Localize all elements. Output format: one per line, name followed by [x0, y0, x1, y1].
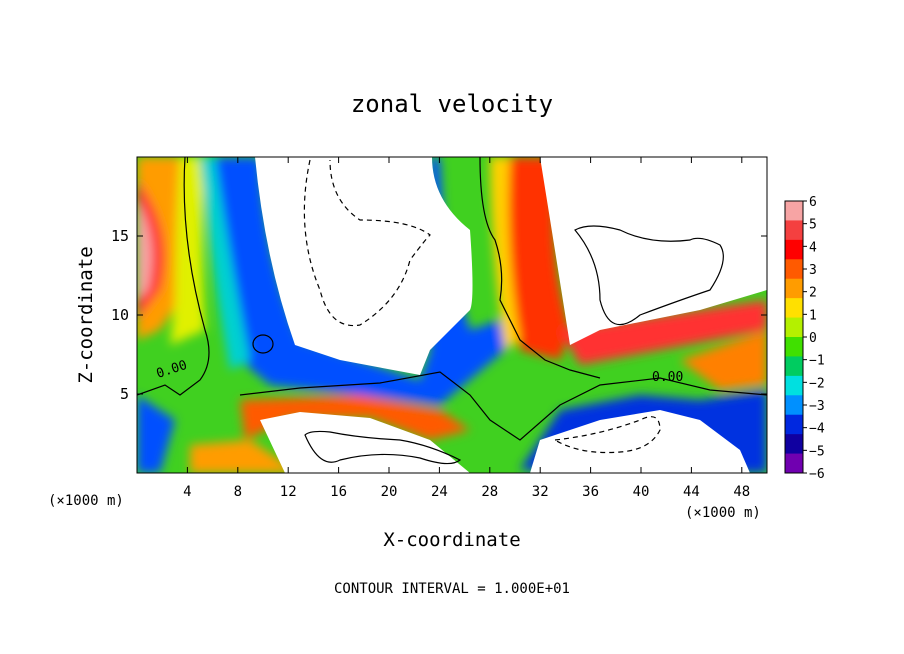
colorbar-tick-label: 5 [809, 218, 817, 233]
negative-contour-center [303, 159, 431, 327]
x-tick-label: 44 [683, 484, 700, 500]
contour-interval-note: CONTOUR INTERVAL = 1.000E+01 [334, 581, 570, 597]
x-axis-ticks: 4 8 12 16 20 24 28 32 36 40 44 48 [183, 157, 750, 500]
field-region-right-upper-red [560, 300, 767, 365]
colorbar-tick-label: −6 [809, 467, 825, 482]
colorbar-tick-label: −2 [809, 376, 825, 391]
zero-contour-upper [479, 157, 601, 379]
colorbar-tick-label: 3 [809, 263, 817, 278]
colorbar-swatch [785, 337, 803, 357]
y-tick-label: 15 [111, 227, 129, 245]
colorbar-tick-label: 1 [809, 308, 817, 323]
colorbar-tick-label: −4 [809, 422, 825, 437]
x-axis-label: X-coordinate [383, 529, 520, 551]
colorbar-tick-label: 4 [809, 240, 817, 255]
heatmap-field: 0.00 0.00 [137, 157, 767, 473]
colorbar-swatch [785, 356, 803, 377]
colorbar-swatch [785, 278, 803, 299]
contour-label-right: 0.00 [652, 370, 683, 385]
y-axis-label: Z-coordinate [75, 246, 97, 383]
colorbar-swatch [785, 414, 803, 435]
field-white-upper-right [540, 157, 767, 345]
colorbar-swatch [785, 395, 803, 416]
colorbar-tick-labels: 6 5 4 3 2 1 0 −1 −2 −3 −4 −5 −6 [803, 195, 825, 482]
x-tick-label: 36 [582, 484, 599, 500]
zero-contour-left [137, 157, 210, 396]
positive-contour-upper-right [574, 225, 724, 326]
y-tick-label: 5 [120, 385, 129, 403]
zero-contour-main [239, 371, 767, 441]
colorbar-tick-label: −5 [809, 444, 825, 459]
x-tick-label: 32 [532, 484, 549, 500]
negative-contour-lower-right [553, 416, 661, 454]
x-tick-label: 24 [431, 484, 448, 500]
colorbar-swatch [785, 239, 803, 260]
y-axis-ticks: 5 10 15 [111, 227, 767, 403]
colorbar-tick-label: 0 [809, 331, 817, 346]
field-region-left-pink [137, 200, 153, 300]
x-tick-label: 48 [733, 484, 750, 500]
field-white-lower-right [530, 410, 750, 473]
x-tick-label: 16 [330, 484, 347, 500]
colorbar-swatch [785, 259, 803, 280]
colorbar [784, 200, 804, 474]
y-tick-label: 10 [111, 306, 129, 324]
colorbar-swatch [785, 220, 803, 241]
colorbar-swatch [785, 201, 803, 221]
x-tick-label: 8 [234, 484, 242, 500]
zero-contour-small-loop [252, 334, 274, 354]
field-region-upper-cyan [200, 157, 250, 370]
colorbar-swatch [785, 453, 803, 474]
colorbar-tick-label: −1 [809, 354, 825, 369]
x-tick-label: 20 [381, 484, 398, 500]
field-region-right-yellow [490, 157, 520, 350]
field-region-left-yellow [170, 157, 205, 345]
field-region-right-lower-orange [680, 330, 767, 390]
x-tick-label: 40 [633, 484, 650, 500]
positive-contour-lower-center [304, 430, 462, 465]
x-tick-label: 28 [481, 484, 498, 500]
colorbar-tick-label: 2 [809, 286, 817, 301]
colorbar-swatch [785, 375, 803, 396]
field-white-center [245, 157, 473, 375]
colorbar-tick-label: −3 [809, 399, 825, 414]
x-tick-label: 12 [280, 484, 297, 500]
colorbar-swatch [785, 434, 803, 455]
colorbar-swatch [785, 317, 803, 338]
colorbar-tick-label: 6 [809, 195, 817, 210]
x-unit-left: (×1000 m) [48, 493, 124, 509]
chart-title: zonal velocity [351, 90, 553, 118]
field-region-bottom-left [190, 440, 300, 473]
colorbar-swatch [785, 298, 803, 319]
x-unit-right: (×1000 m) [685, 505, 761, 521]
x-tick-label: 4 [183, 484, 191, 500]
field-region-bottom-left-blue [137, 395, 175, 473]
